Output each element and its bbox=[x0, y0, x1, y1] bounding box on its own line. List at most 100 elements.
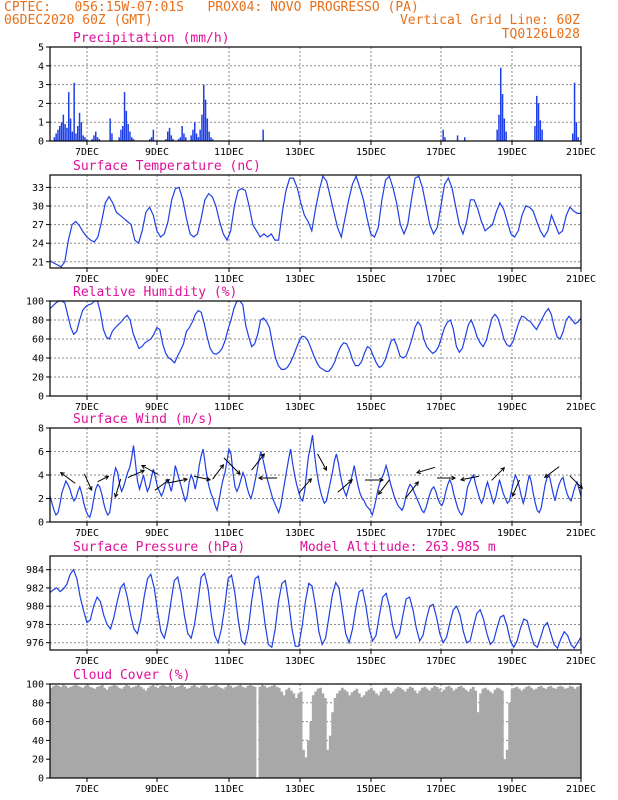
cloud-cover-bar bbox=[503, 759, 507, 778]
cloud-cover-bar bbox=[416, 693, 419, 778]
precip-bar bbox=[98, 139, 101, 141]
cloud-cover-bar bbox=[532, 689, 536, 778]
cloud-cover-bar bbox=[326, 749, 330, 778]
cloud-cover-bar bbox=[345, 691, 349, 778]
y-tick-label: 0 bbox=[38, 137, 44, 148]
precip-bar bbox=[210, 137, 212, 141]
cloud-cover-bar bbox=[113, 684, 116, 778]
precip-bar bbox=[208, 131, 210, 141]
cloud-cover-bar bbox=[331, 712, 334, 778]
cloud-cover-bar bbox=[243, 687, 247, 778]
x-tick-label: 15DEC bbox=[356, 402, 386, 413]
cloud-cover-bar bbox=[294, 698, 298, 778]
cloud-cover-bar bbox=[556, 686, 560, 778]
precip-bar bbox=[91, 139, 93, 141]
precip-bar bbox=[111, 133, 113, 141]
y-tick-label: 40 bbox=[32, 354, 44, 365]
x-tick-label: 13DEC bbox=[285, 528, 315, 539]
cloud-cover-bar bbox=[353, 690, 356, 778]
cloud-cover-bar bbox=[379, 691, 383, 778]
y-tick-label: 3 bbox=[38, 80, 44, 91]
precip-bar bbox=[93, 135, 95, 141]
cloud-cover-bar bbox=[246, 685, 250, 778]
cloud-cover-bar bbox=[200, 685, 204, 778]
cloud-cover-bar bbox=[476, 712, 480, 778]
cloud-cover-bar bbox=[314, 691, 318, 778]
cloud-cover-bar bbox=[74, 684, 77, 778]
wind-arrow bbox=[141, 465, 159, 475]
cloud-cover-bar bbox=[367, 689, 371, 778]
x-tick-label: 17DEC bbox=[426, 656, 456, 667]
wind-arrow-head bbox=[348, 479, 353, 484]
x-tick-label: 19DEC bbox=[497, 147, 527, 158]
panel-frame bbox=[49, 683, 582, 779]
panel-title: Precipitation (mm/h) bbox=[73, 31, 230, 46]
cloud-cover-bar bbox=[549, 685, 553, 778]
precip-bar bbox=[165, 139, 167, 141]
cloud-cover-bar bbox=[561, 686, 565, 778]
precip-bar bbox=[206, 118, 209, 141]
cloud-cover-bar bbox=[462, 687, 465, 778]
wind-arrow bbox=[511, 479, 521, 497]
cloud-cover-bar bbox=[357, 693, 361, 778]
cloud-cover-bar bbox=[517, 688, 521, 778]
y-tick-label: 30 bbox=[32, 202, 44, 213]
cloud-cover-bar bbox=[176, 686, 179, 778]
precip-bar bbox=[183, 133, 185, 141]
wind-arrow bbox=[460, 475, 480, 481]
cloud-cover-bar bbox=[166, 686, 170, 778]
cloud-cover-bar bbox=[328, 735, 332, 778]
cloud-cover-bar bbox=[292, 693, 296, 778]
series-line bbox=[49, 568, 582, 650]
cloud-cover-bar bbox=[377, 695, 381, 778]
cloud-cover-bar bbox=[100, 684, 104, 778]
cloud-cover-bar bbox=[280, 691, 284, 778]
panel-title: Surface Wind (m/s) bbox=[73, 412, 214, 427]
cloud-cover-bar bbox=[173, 687, 177, 778]
precip-bar bbox=[185, 137, 187, 141]
wind-arrow-head bbox=[500, 466, 506, 472]
cloud-cover-bar bbox=[130, 687, 133, 778]
cloud-cover-bar bbox=[411, 687, 414, 778]
precip-bar bbox=[170, 135, 173, 141]
cloud-cover-bar bbox=[423, 686, 427, 778]
cloud-cover-bar bbox=[299, 691, 303, 778]
cloud-cover-bar bbox=[539, 685, 543, 778]
wind-arrow-head bbox=[451, 475, 457, 481]
wind-arrow bbox=[544, 466, 560, 478]
y-tick-label: 24 bbox=[32, 239, 44, 250]
wind-arrow-head bbox=[307, 478, 312, 483]
y-tick-label: 100 bbox=[26, 680, 44, 691]
x-tick-label: 17DEC bbox=[426, 274, 456, 285]
precip-bar bbox=[444, 137, 446, 141]
cloud-cover-bar bbox=[105, 689, 109, 778]
cloud-cover-bar bbox=[161, 684, 165, 778]
cloud-cover-bar bbox=[401, 689, 405, 778]
cloud-cover-bar bbox=[309, 721, 313, 778]
x-tick-label: 7DEC bbox=[75, 784, 99, 795]
y-tick-label: 6 bbox=[38, 447, 44, 458]
cloud-cover-bar bbox=[227, 684, 230, 778]
cloud-cover-bar bbox=[239, 684, 242, 778]
cloud-cover-bar bbox=[442, 689, 446, 778]
wind-arrow-head bbox=[414, 481, 419, 486]
cloud-cover-bar bbox=[404, 691, 407, 778]
precip-bar bbox=[573, 82, 576, 141]
cloud-cover-bar bbox=[515, 686, 519, 778]
precip-bar bbox=[503, 118, 506, 141]
panel-frame bbox=[49, 174, 582, 269]
wind-arrow bbox=[298, 478, 312, 494]
cloud-cover-bar bbox=[282, 695, 286, 778]
cloud-cover-bar bbox=[498, 688, 502, 778]
precip-bar bbox=[168, 127, 171, 141]
y-tick-label: 982 bbox=[26, 583, 44, 594]
wind-arrow bbox=[317, 453, 327, 471]
cloud-cover-bar bbox=[348, 695, 351, 778]
x-tick-label: 19DEC bbox=[497, 402, 527, 413]
y-tick-label: 2 bbox=[38, 99, 44, 110]
wind-arrow-head bbox=[578, 484, 584, 490]
cloud-cover-bar bbox=[178, 685, 182, 778]
cloud-cover-bar bbox=[542, 687, 545, 778]
cloud-cover-bar bbox=[142, 688, 145, 778]
cloud-cover-bar bbox=[139, 686, 143, 778]
